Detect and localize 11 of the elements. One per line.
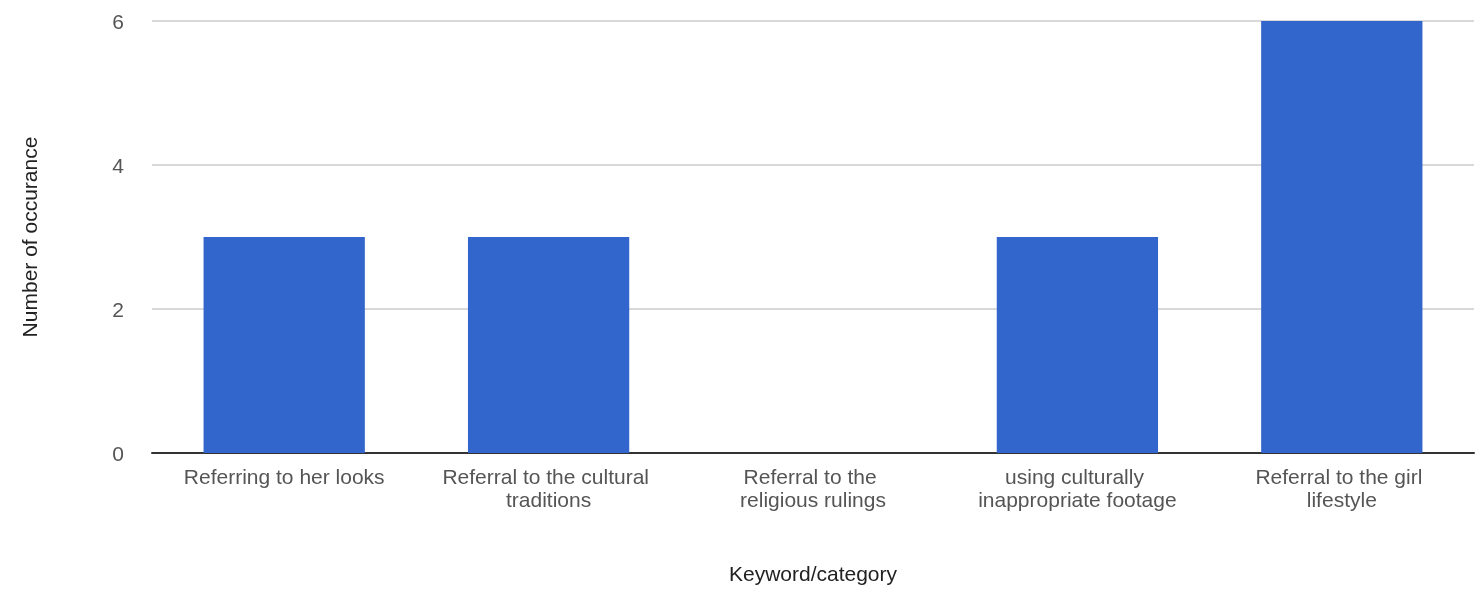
x-tick-label: Referring to her looks: [183, 465, 385, 488]
y-axis-title: Number of occurance: [18, 136, 41, 338]
y-tick-label: 6: [112, 9, 124, 33]
y-tick-label: 4: [112, 153, 125, 177]
x-tick-label: Referral to the religious rulings: [740, 465, 886, 511]
x-axis-title: Keyword/category: [728, 562, 898, 585]
y-tick-label: 2: [112, 297, 124, 321]
y-tick-label: 0: [112, 441, 124, 465]
x-tick-label: Referral to the cultural traditions: [442, 465, 655, 511]
x-tick-label: Referral to the girl lifestyle: [1255, 465, 1429, 511]
x-tick-label: using culturally inappropriate footage: [978, 465, 1177, 511]
